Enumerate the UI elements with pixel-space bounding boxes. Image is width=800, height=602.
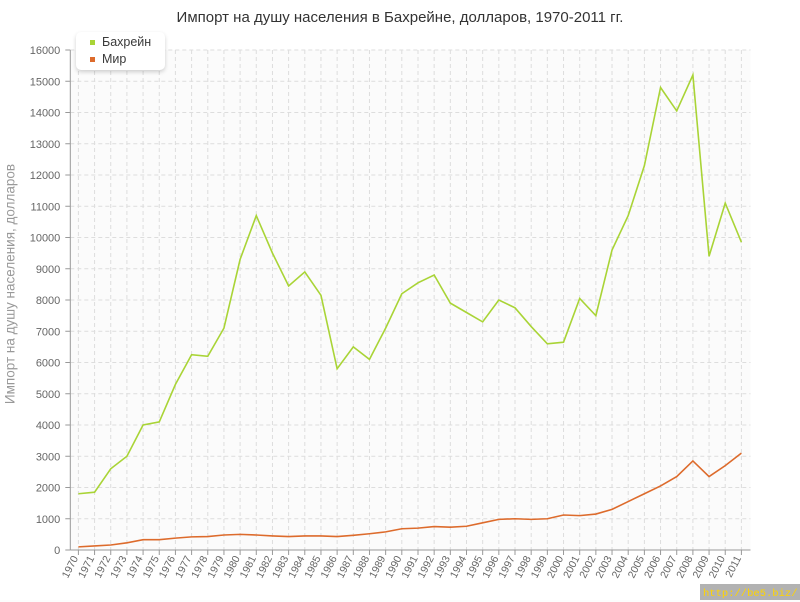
- svg-text:5000: 5000: [36, 389, 60, 401]
- svg-text:4000: 4000: [36, 420, 60, 432]
- svg-text:0: 0: [54, 545, 60, 557]
- svg-text:12000: 12000: [30, 170, 61, 182]
- svg-text:15000: 15000: [30, 76, 61, 88]
- svg-text:13000: 13000: [30, 139, 61, 151]
- svg-text:9000: 9000: [36, 264, 60, 276]
- svg-text:14000: 14000: [30, 108, 61, 120]
- svg-text:1000: 1000: [36, 514, 60, 526]
- svg-text:3000: 3000: [36, 451, 60, 463]
- svg-text:2010: 2010: [707, 554, 728, 580]
- svg-text:10000: 10000: [30, 233, 61, 245]
- svg-text:7000: 7000: [36, 326, 60, 338]
- svg-text:11000: 11000: [31, 201, 61, 213]
- svg-text:6000: 6000: [36, 358, 60, 370]
- svg-text:8000: 8000: [36, 295, 60, 307]
- svg-text:16000: 16000: [30, 45, 61, 57]
- svg-text:2011: 2011: [723, 554, 744, 580]
- svg-text:2000: 2000: [36, 483, 60, 495]
